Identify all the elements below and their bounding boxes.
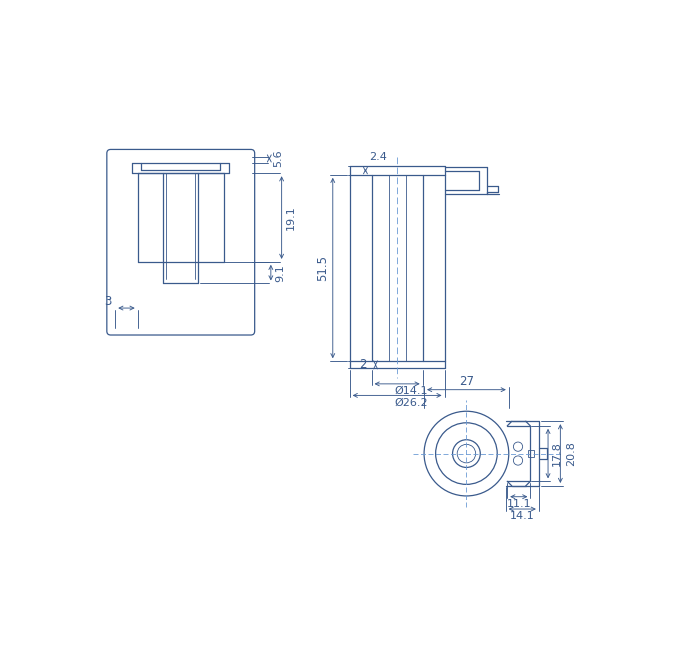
- Text: 3: 3: [104, 295, 111, 309]
- Bar: [528, 450, 534, 457]
- Text: 27: 27: [459, 375, 474, 388]
- Text: 2.4: 2.4: [369, 152, 387, 162]
- Text: 5.6: 5.6: [273, 149, 284, 167]
- Text: 9.1: 9.1: [275, 264, 285, 282]
- Text: 19.1: 19.1: [286, 205, 296, 230]
- Text: 51.5: 51.5: [316, 255, 329, 281]
- Text: 20.8: 20.8: [566, 441, 576, 466]
- Text: 11.1: 11.1: [507, 498, 531, 509]
- Text: 2: 2: [359, 358, 366, 371]
- Text: 17.8: 17.8: [552, 441, 562, 466]
- Text: 14.1: 14.1: [510, 511, 535, 521]
- Text: Ø26.2: Ø26.2: [394, 398, 428, 407]
- Text: Ø14.1: Ø14.1: [394, 386, 428, 396]
